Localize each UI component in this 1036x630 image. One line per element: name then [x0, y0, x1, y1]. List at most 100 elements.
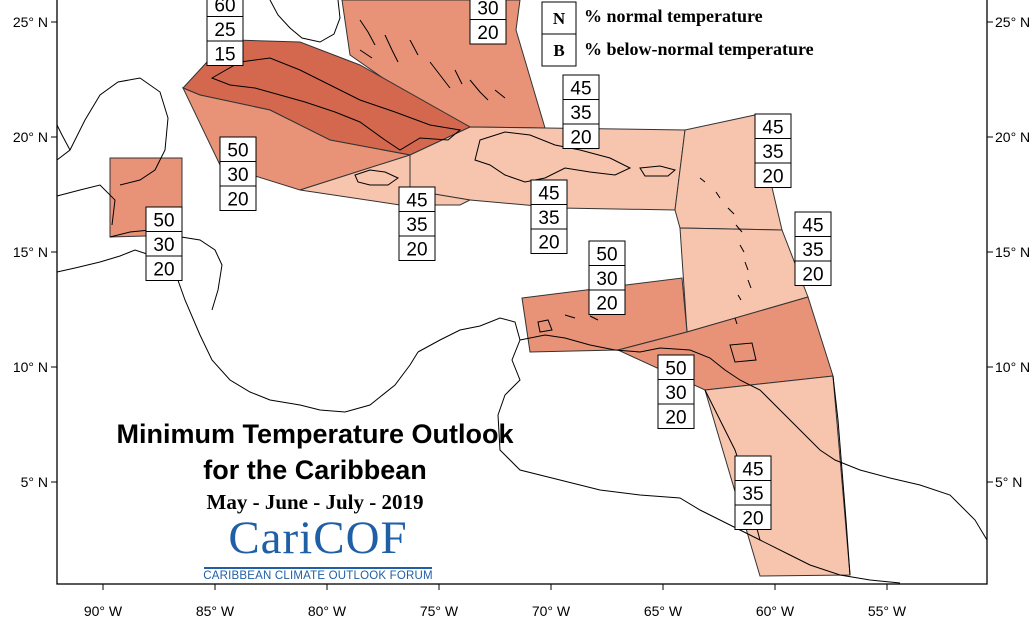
lat-label-left: 15° N — [13, 244, 48, 260]
prob-value: 35 — [802, 240, 823, 261]
prob-cell — [754, 138, 792, 164]
prob-cell — [206, 40, 244, 66]
prob-cell — [530, 228, 568, 254]
hispaniola-outline — [474, 131, 632, 183]
prob-value: 35 — [406, 215, 427, 236]
prob-cell — [398, 186, 436, 212]
prob-box-cuba: 60 25 15 — [206, 0, 244, 66]
prob-value: 20 — [406, 240, 427, 261]
prob-cell — [562, 74, 600, 100]
prob-value: 20 — [802, 265, 823, 286]
prob-value: 30 — [153, 235, 174, 256]
prob-value: 20 — [665, 408, 686, 429]
prob-cell — [145, 255, 183, 281]
lat-label-right: 5° N — [995, 474, 1022, 490]
prob-cell — [794, 260, 832, 286]
prob-value: 15 — [214, 45, 235, 66]
prob-value: 50 — [596, 245, 617, 266]
prob-cell — [562, 99, 600, 125]
brazil-border — [832, 375, 851, 576]
pacific-coast — [56, 184, 116, 226]
prob-value: 50 — [665, 359, 686, 380]
cuba-outline — [210, 57, 462, 151]
lesser-antilles — [699, 177, 752, 325]
prob-value: 45 — [406, 191, 427, 212]
prob-cell — [219, 136, 257, 162]
lat-label-left: 10° N — [13, 359, 48, 375]
map-title-line-2: for the Caribbean — [203, 455, 427, 485]
lat-label-left: 20° N — [13, 129, 48, 145]
prob-cell — [734, 504, 772, 530]
prob-cell — [206, 16, 244, 42]
prob-cell — [588, 289, 626, 315]
legend-key-n — [541, 1, 577, 35]
lon-label: 65° W — [644, 603, 683, 619]
coastlines — [56, 0, 988, 584]
lat-label-right: 10° N — [995, 359, 1030, 375]
prob-cell — [794, 236, 832, 262]
prob-box-leeward: 45 35 20 — [754, 113, 792, 188]
legend-key-b — [541, 33, 577, 67]
prob-box-cayman: 50 30 20 — [219, 136, 257, 211]
prob-value: 45 — [538, 184, 559, 205]
prob-value: 20 — [570, 128, 591, 149]
central-america-coast — [56, 249, 419, 413]
prob-value: 50 — [153, 211, 174, 232]
forecast-regions — [109, 0, 851, 577]
lat-label-right: 15° N — [995, 244, 1030, 260]
axis-ticks — [51, 21, 993, 590]
prob-cell — [588, 240, 626, 266]
prob-value: 20 — [596, 294, 617, 315]
legend-text-below: % below-normal temperature — [584, 39, 814, 59]
prob-value: 30 — [596, 269, 617, 290]
lat-label-left: 25° N — [13, 14, 48, 30]
prob-cell — [398, 211, 436, 237]
south-america-interior — [497, 414, 901, 584]
honduras-coast — [109, 229, 223, 311]
forecast-period: May - June - July - 2019 — [206, 490, 424, 514]
prob-box-hispaniola-north: 45 35 20 — [562, 74, 600, 149]
prob-cell — [657, 403, 695, 429]
prob-value: 35 — [570, 103, 591, 124]
caricof-logo-word: CariCOF — [228, 512, 408, 564]
prob-cell — [588, 265, 626, 291]
bahamas-islands — [359, 19, 506, 101]
prob-value: 35 — [762, 142, 783, 163]
lon-label: 90° W — [84, 603, 123, 619]
prob-value: 45 — [742, 460, 763, 481]
prob-box-belize: 50 30 20 — [145, 206, 183, 281]
prob-value: 50 — [227, 141, 248, 162]
prob-value: 20 — [762, 167, 783, 188]
trinidad-outline — [729, 342, 757, 363]
prob-value: 30 — [477, 0, 498, 20]
caricof-logo-rule — [204, 567, 432, 569]
lat-label-right: 25° N — [995, 14, 1030, 30]
prob-value: 25 — [214, 20, 235, 41]
lon-label: 60° W — [756, 603, 795, 619]
prob-value: 20 — [742, 509, 763, 530]
caricof-logo: CariCOF CARIBBEAN CLIMATE OUTLOOK FORUM — [200, 512, 436, 582]
prob-box-abc: 50 30 20 — [588, 240, 626, 315]
prob-cell — [754, 162, 792, 188]
prob-cell — [219, 185, 257, 211]
prob-cell — [794, 211, 832, 237]
prob-value: 35 — [538, 208, 559, 229]
prob-cell — [657, 354, 695, 380]
legend: N % normal temperature B % below-normal … — [541, 1, 814, 67]
prob-value: 45 — [570, 79, 591, 100]
florida-coast — [269, 0, 341, 43]
prob-box-jamaica: 45 35 20 — [398, 186, 436, 261]
legend-key-b-letter: B — [553, 41, 564, 60]
lon-label: 75° W — [420, 603, 459, 619]
legend-text-normal: % normal temperature — [584, 6, 763, 26]
lon-label: 80° W — [308, 603, 347, 619]
map-title-line-1: Minimum Temperature Outlook — [116, 419, 514, 449]
prob-value: 20 — [153, 260, 174, 281]
prob-box-trinidad: 50 30 20 — [657, 354, 695, 429]
prob-value: 20 — [538, 233, 559, 254]
lat-label-right: 20° N — [995, 129, 1030, 145]
prob-value: 30 — [665, 383, 686, 404]
lat-label-left: 5° N — [21, 474, 48, 490]
